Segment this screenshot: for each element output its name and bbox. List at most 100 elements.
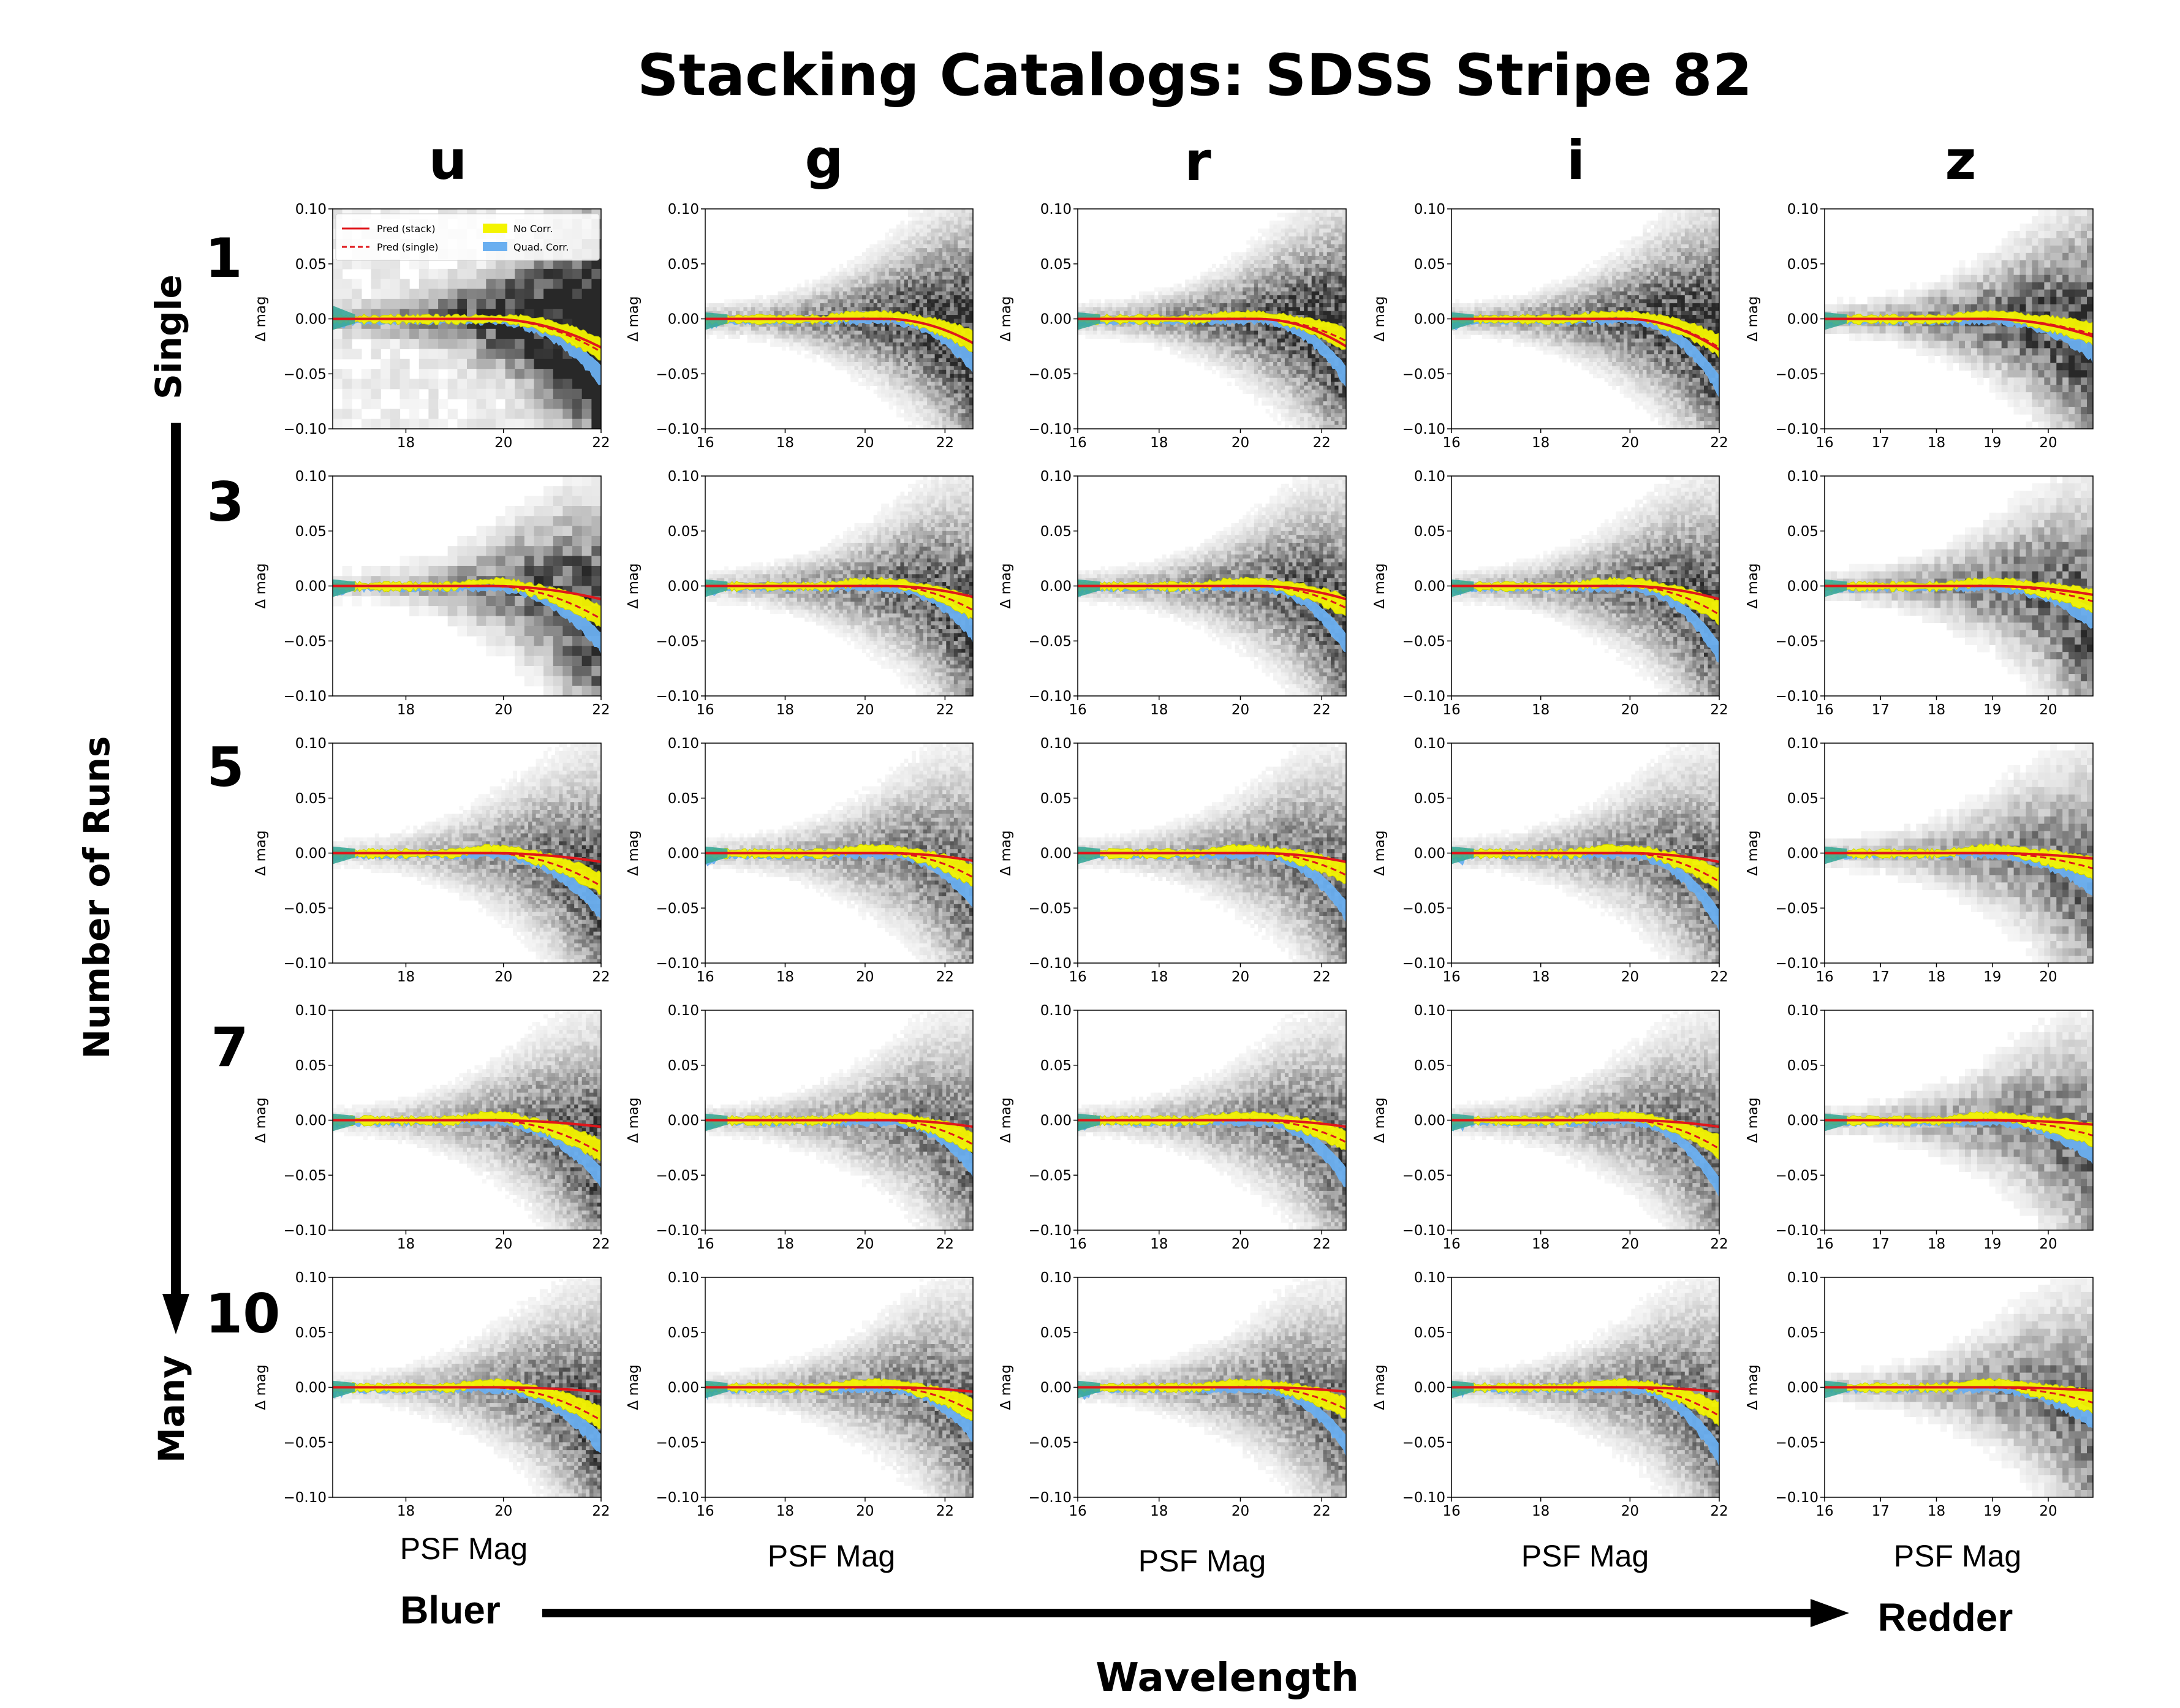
heatmap-cell: [1173, 322, 1178, 327]
heatmap-cell: [1315, 268, 1320, 273]
heatmap-cell: [877, 276, 882, 280]
heatmap-cell: [1212, 271, 1216, 276]
heatmap-cell: [907, 209, 912, 213]
heatmap-cell: [1150, 295, 1155, 300]
heatmap-cell: [912, 307, 916, 312]
heatmap-cell: [1308, 303, 1312, 308]
heatmap-cell: [1308, 366, 1312, 371]
heatmap-cell: [1281, 224, 1285, 229]
heatmap-cell: [747, 334, 752, 339]
heatmap-cell: [950, 279, 955, 284]
heatmap-cell: [1319, 315, 1324, 320]
heatmap-cell: [797, 338, 801, 343]
heatmap-cell: [969, 417, 973, 421]
row-axis-label: Number of Runs: [76, 736, 118, 1059]
heatmap-cell: [896, 385, 901, 390]
heatmap-cell: [1474, 299, 1479, 304]
heatmap-cell: [740, 322, 744, 327]
heatmap-cell: [896, 299, 901, 304]
heatmap-cell: [1338, 307, 1343, 312]
heatmap-cell: [418, 369, 429, 379]
heatmap-cell: [486, 379, 496, 390]
heatmap-cell: [591, 319, 601, 330]
heatmap-cell: [380, 418, 391, 429]
heatmap-cell: [1331, 385, 1335, 390]
heatmap-cell: [1150, 291, 1155, 296]
heatmap-cell: [946, 263, 951, 268]
heatmap-cell: [1296, 260, 1301, 265]
heatmap-cell: [1300, 421, 1304, 426]
heatmap-cell: [1311, 252, 1316, 257]
heatmap-cell: [969, 393, 973, 398]
heatmap-cell: [789, 334, 794, 339]
heatmap-cell: [1258, 240, 1262, 245]
heatmap-cell: [812, 338, 817, 343]
heatmap-cell: [953, 303, 958, 308]
heatmap-cell: [1273, 260, 1277, 265]
heatmap-cell: [946, 244, 951, 249]
heatmap-cell: [877, 271, 882, 276]
heatmap-cell: [873, 283, 878, 288]
heatmap-cell: [1463, 334, 1467, 339]
heatmap-cell: [915, 224, 920, 229]
heatmap-cell: [915, 252, 920, 257]
heatmap-cell: [969, 252, 973, 257]
heatmap-cell: [1284, 287, 1289, 292]
heatmap-cell: [1342, 248, 1346, 253]
heatmap-cell: [572, 289, 583, 300]
heatmap-cell: [958, 221, 962, 225]
heatmap-cell: [562, 289, 573, 300]
heatmap-cell: [1223, 358, 1228, 363]
heatmap-cell: [1085, 307, 1090, 312]
heatmap-cell: [1262, 276, 1266, 280]
heatmap-cell: [476, 418, 486, 429]
heatmap-cell: [1311, 385, 1316, 390]
heatmap-cell: [1311, 401, 1316, 406]
heatmap-cell: [827, 283, 832, 288]
heatmap-cell: [1216, 271, 1221, 276]
heatmap-cell: [1311, 354, 1316, 359]
heatmap-cell: [873, 263, 878, 268]
heatmap-cell: [1308, 413, 1312, 418]
heatmap-cell: [866, 295, 870, 300]
heatmap-cell: [961, 319, 966, 323]
heatmap-cell: [1304, 279, 1309, 284]
heatmap-cell: [877, 334, 882, 339]
heatmap-cell: [1342, 405, 1346, 410]
heatmap-cell: [1262, 299, 1266, 304]
heatmap-cell: [1185, 307, 1190, 312]
heatmap-cell: [1089, 311, 1094, 316]
heatmap-cell: [915, 405, 920, 410]
heatmap-cell: [958, 358, 962, 363]
heatmap-cell: [946, 268, 951, 273]
heatmap-cell: [969, 248, 973, 253]
heatmap-cell: [1262, 232, 1266, 237]
heatmap-cell: [572, 399, 583, 409]
heatmap-cell: [1334, 377, 1339, 382]
heatmap-cell: [1219, 366, 1224, 371]
heatmap-cell: [965, 307, 970, 312]
heatmap-cell: [438, 358, 448, 369]
heatmap-cell: [827, 346, 832, 351]
heatmap-cell: [946, 299, 951, 304]
heatmap-cell: [1219, 369, 1224, 374]
heatmap-cell: [457, 289, 467, 300]
heatmap-cell: [591, 289, 601, 300]
heatmap-cell: [869, 299, 874, 304]
heatmap-cell: [1455, 299, 1459, 304]
heatmap-cell: [1246, 327, 1251, 331]
heatmap-cell: [1281, 397, 1285, 402]
heatmap-cell: [812, 287, 817, 292]
heatmap-cell: [1315, 216, 1320, 221]
heatmap-cell: [1258, 252, 1262, 257]
heatmap-cell: [1269, 240, 1274, 245]
heatmap-cell: [438, 339, 448, 349]
heatmap-cell: [1227, 366, 1232, 371]
heatmap-cell: [1208, 271, 1213, 276]
heatmap-cell: [942, 252, 947, 257]
heatmap-cell: [495, 268, 506, 279]
heatmap-cell: [1478, 330, 1483, 335]
heatmap-cell: [958, 260, 962, 265]
heatmap-cell: [904, 401, 909, 406]
heatmap-cell: [934, 221, 939, 225]
